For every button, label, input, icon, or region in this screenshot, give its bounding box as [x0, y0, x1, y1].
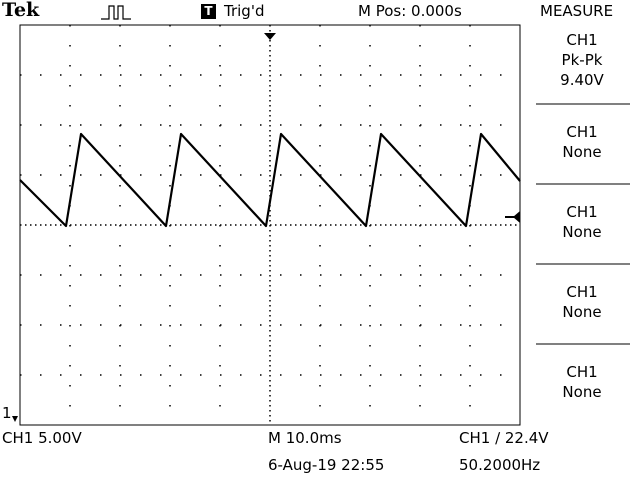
- measure-slot-1[interactable]: CH1 Pk-Pk 9.40V: [536, 30, 628, 90]
- measure-source: CH1: [566, 363, 598, 381]
- trigger-badge: T: [201, 4, 216, 19]
- measure-type: None: [562, 223, 602, 241]
- menu-title: MEASURE: [540, 2, 614, 20]
- measure-source: CH1: [566, 123, 598, 141]
- run-pulse-icon: [101, 5, 131, 20]
- horizontal-position: M Pos: 0.000s: [358, 2, 462, 20]
- ch1-waveform: [19, 132, 521, 228]
- measure-type: None: [562, 303, 602, 321]
- brand-logo: Tek: [2, 0, 40, 21]
- measure-source: CH1: [566, 31, 598, 49]
- trigger-position-marker: [264, 33, 276, 40]
- measure-type: None: [562, 383, 602, 401]
- ch1-ground-arrow: [12, 416, 18, 422]
- measure-type: Pk-Pk: [561, 51, 603, 69]
- measure-value: 9.40V: [560, 71, 604, 89]
- ch1-ground-marker: 1: [2, 404, 12, 422]
- measure-slot-3[interactable]: CH1 None: [536, 202, 628, 242]
- date-time: 6-Aug-19 22:55: [268, 456, 385, 474]
- trigger-readout: CH1 ∕ 22.4V: [459, 429, 549, 447]
- trigger-status: Trig'd: [224, 2, 265, 20]
- timebase-readout: M 10.0ms: [268, 429, 342, 447]
- measure-slot-4[interactable]: CH1 None: [536, 282, 628, 322]
- graticule: [19, 24, 521, 426]
- ch1-vertical-scale: CH1 5.00V: [2, 429, 82, 447]
- measure-type: None: [562, 143, 602, 161]
- menu-dividers: [536, 103, 630, 345]
- measure-source: CH1: [566, 203, 598, 221]
- measure-slot-2[interactable]: CH1 None: [536, 122, 628, 162]
- measure-source: CH1: [566, 283, 598, 301]
- frequency-readout: 50.2000Hz: [459, 456, 541, 474]
- measure-slot-5[interactable]: CH1 None: [536, 362, 628, 402]
